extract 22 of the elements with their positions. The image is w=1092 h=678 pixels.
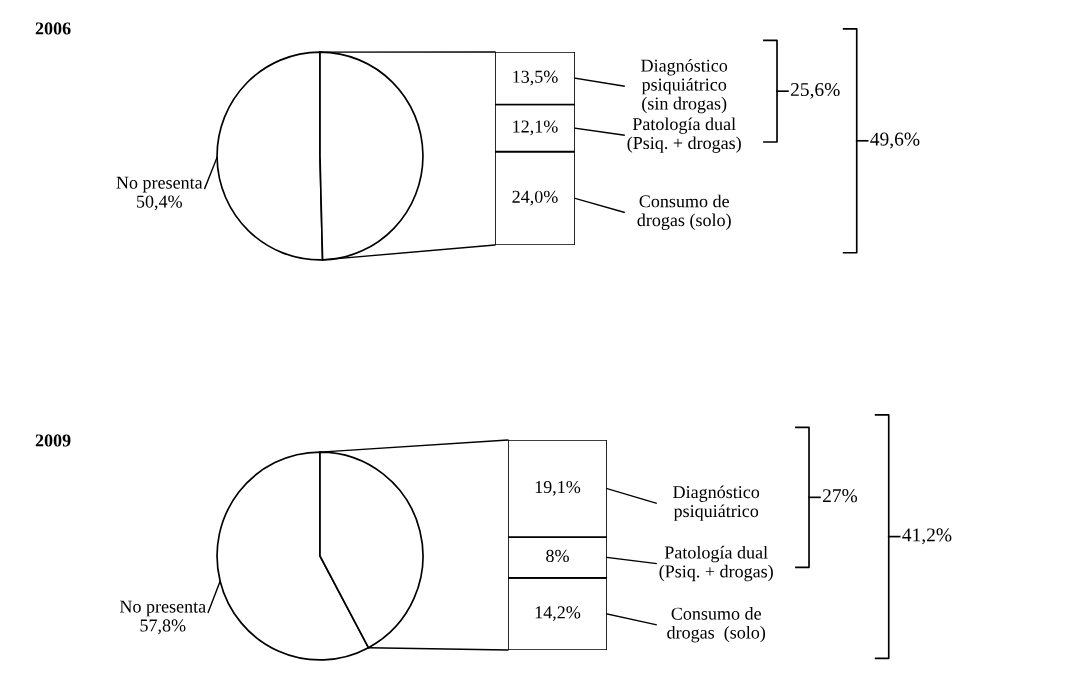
data-label: 12,1% [513, 120, 558, 136]
legend-label: Diagnóstico psiquiátrico [673, 485, 760, 521]
legend-label: Patología dual (Psiq. + drogas) [659, 545, 773, 582]
data-label: 57,8% [140, 619, 186, 635]
data-label: 19,1% [535, 480, 581, 496]
text: 41,2% [902, 528, 952, 545]
slice-label: No presenta [119, 600, 206, 617]
legend-label: Patología dual (Psiq. + drogas) [627, 117, 741, 153]
data-label: 14,2% [535, 606, 581, 622]
data-label: 24,0% [512, 190, 558, 206]
text: 49,6% [870, 132, 920, 149]
legend-label: Consumo de drogas (solo) [637, 194, 731, 230]
legend-label: Diagnóstico psiquiátrico (sin drogas) [641, 59, 728, 114]
legend-label: Consumo de drogas (solo) [667, 607, 766, 643]
data-label: 13,5% [513, 70, 558, 86]
text: 25,6% [790, 82, 840, 99]
data-label: 8% [546, 549, 569, 563]
slice-label: No presenta [116, 176, 203, 193]
chart-title: 2006 [35, 22, 71, 35]
text: 27% [822, 489, 858, 503]
data-label: 50,4% [137, 195, 182, 211]
chart-title: 2009 [35, 434, 71, 447]
